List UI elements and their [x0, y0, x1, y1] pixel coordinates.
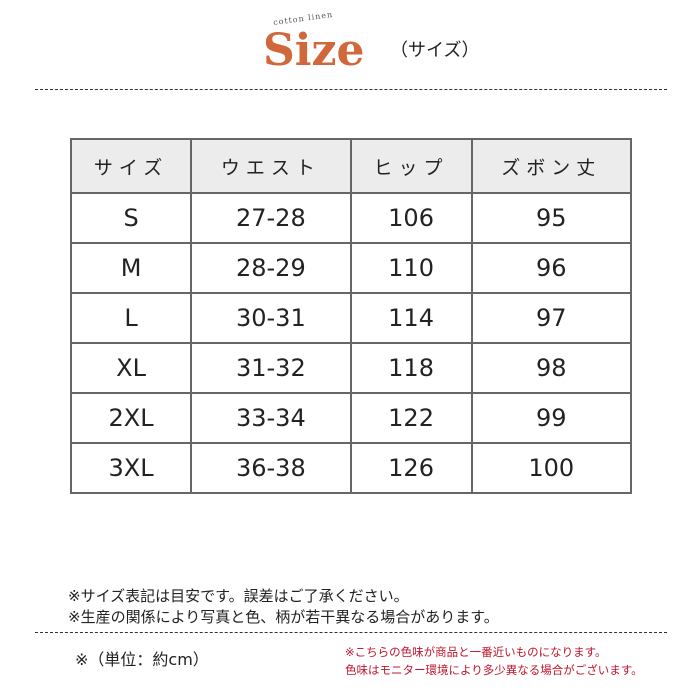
table-cell: 99 — [470, 392, 633, 444]
table-cell: 110 — [349, 242, 473, 294]
table-cell: 2XL — [69, 392, 193, 444]
table-cell: XL — [69, 342, 193, 394]
table-cell: 27-28 — [190, 192, 352, 244]
table-cell: 30-31 — [190, 292, 352, 344]
table-row: 3XL 36-38 126 100 — [69, 442, 633, 494]
table-cell: 118 — [349, 342, 473, 394]
note-2: ※生産の関係により写真と色、柄が若干異なる場合があります。 — [68, 608, 499, 626]
column-header: ウエスト — [190, 138, 352, 194]
divider — [35, 632, 667, 633]
size-table: サイズ ウエスト ヒップ ズボン丈 S 27-28 106 95 M 28-29 110 96 L 30… — [69, 138, 633, 494]
table-cell: 95 — [470, 192, 633, 244]
table-row: M 28-29 110 96 — [69, 242, 633, 294]
divider — [35, 89, 667, 90]
table-cell: 98 — [470, 342, 633, 394]
table-cell: 106 — [349, 192, 473, 244]
table-cell: 114 — [349, 292, 473, 344]
table-cell: 126 — [349, 442, 473, 494]
column-header: ヒップ — [349, 138, 473, 194]
table-cell: 33-34 — [190, 392, 352, 444]
table-header-row: サイズ ウエスト ヒップ ズボン丈 — [69, 138, 633, 194]
table-cell: 100 — [470, 442, 633, 494]
note-1: ※サイズ表記は目安です。誤差はご了承ください。 — [68, 587, 409, 605]
color-note-1: ※こちらの色味が商品と一番近いものになります。 — [345, 645, 607, 659]
table-cell: M — [69, 242, 193, 294]
table-cell: L — [69, 292, 193, 344]
table-cell: 96 — [470, 242, 633, 294]
logo-title: Size — [263, 25, 365, 76]
column-header: ズボン丈 — [470, 138, 633, 194]
unit-note: ※（単位：約cm） — [75, 650, 209, 669]
table-row: 2XL 33-34 122 99 — [69, 392, 633, 444]
table-row: XL 31-32 118 98 — [69, 342, 633, 394]
table-cell: 97 — [470, 292, 633, 344]
color-note-2: 色味はモニター環境により多少異なる場合がございます。 — [345, 663, 643, 677]
table-cell: 36-38 — [190, 442, 352, 494]
table-cell: 31-32 — [190, 342, 352, 394]
table-cell: 28-29 — [190, 242, 352, 294]
page-subtitle: （サイズ） — [390, 40, 480, 61]
table-row: L 30-31 114 97 — [69, 292, 633, 344]
table-cell: 3XL — [69, 442, 193, 494]
size-logo: cotton linen Size — [255, 10, 380, 76]
column-header: サイズ — [69, 138, 193, 194]
table-cell: S — [69, 192, 193, 244]
table-cell: 122 — [349, 392, 473, 444]
table-row: S 27-28 106 95 — [69, 192, 633, 244]
